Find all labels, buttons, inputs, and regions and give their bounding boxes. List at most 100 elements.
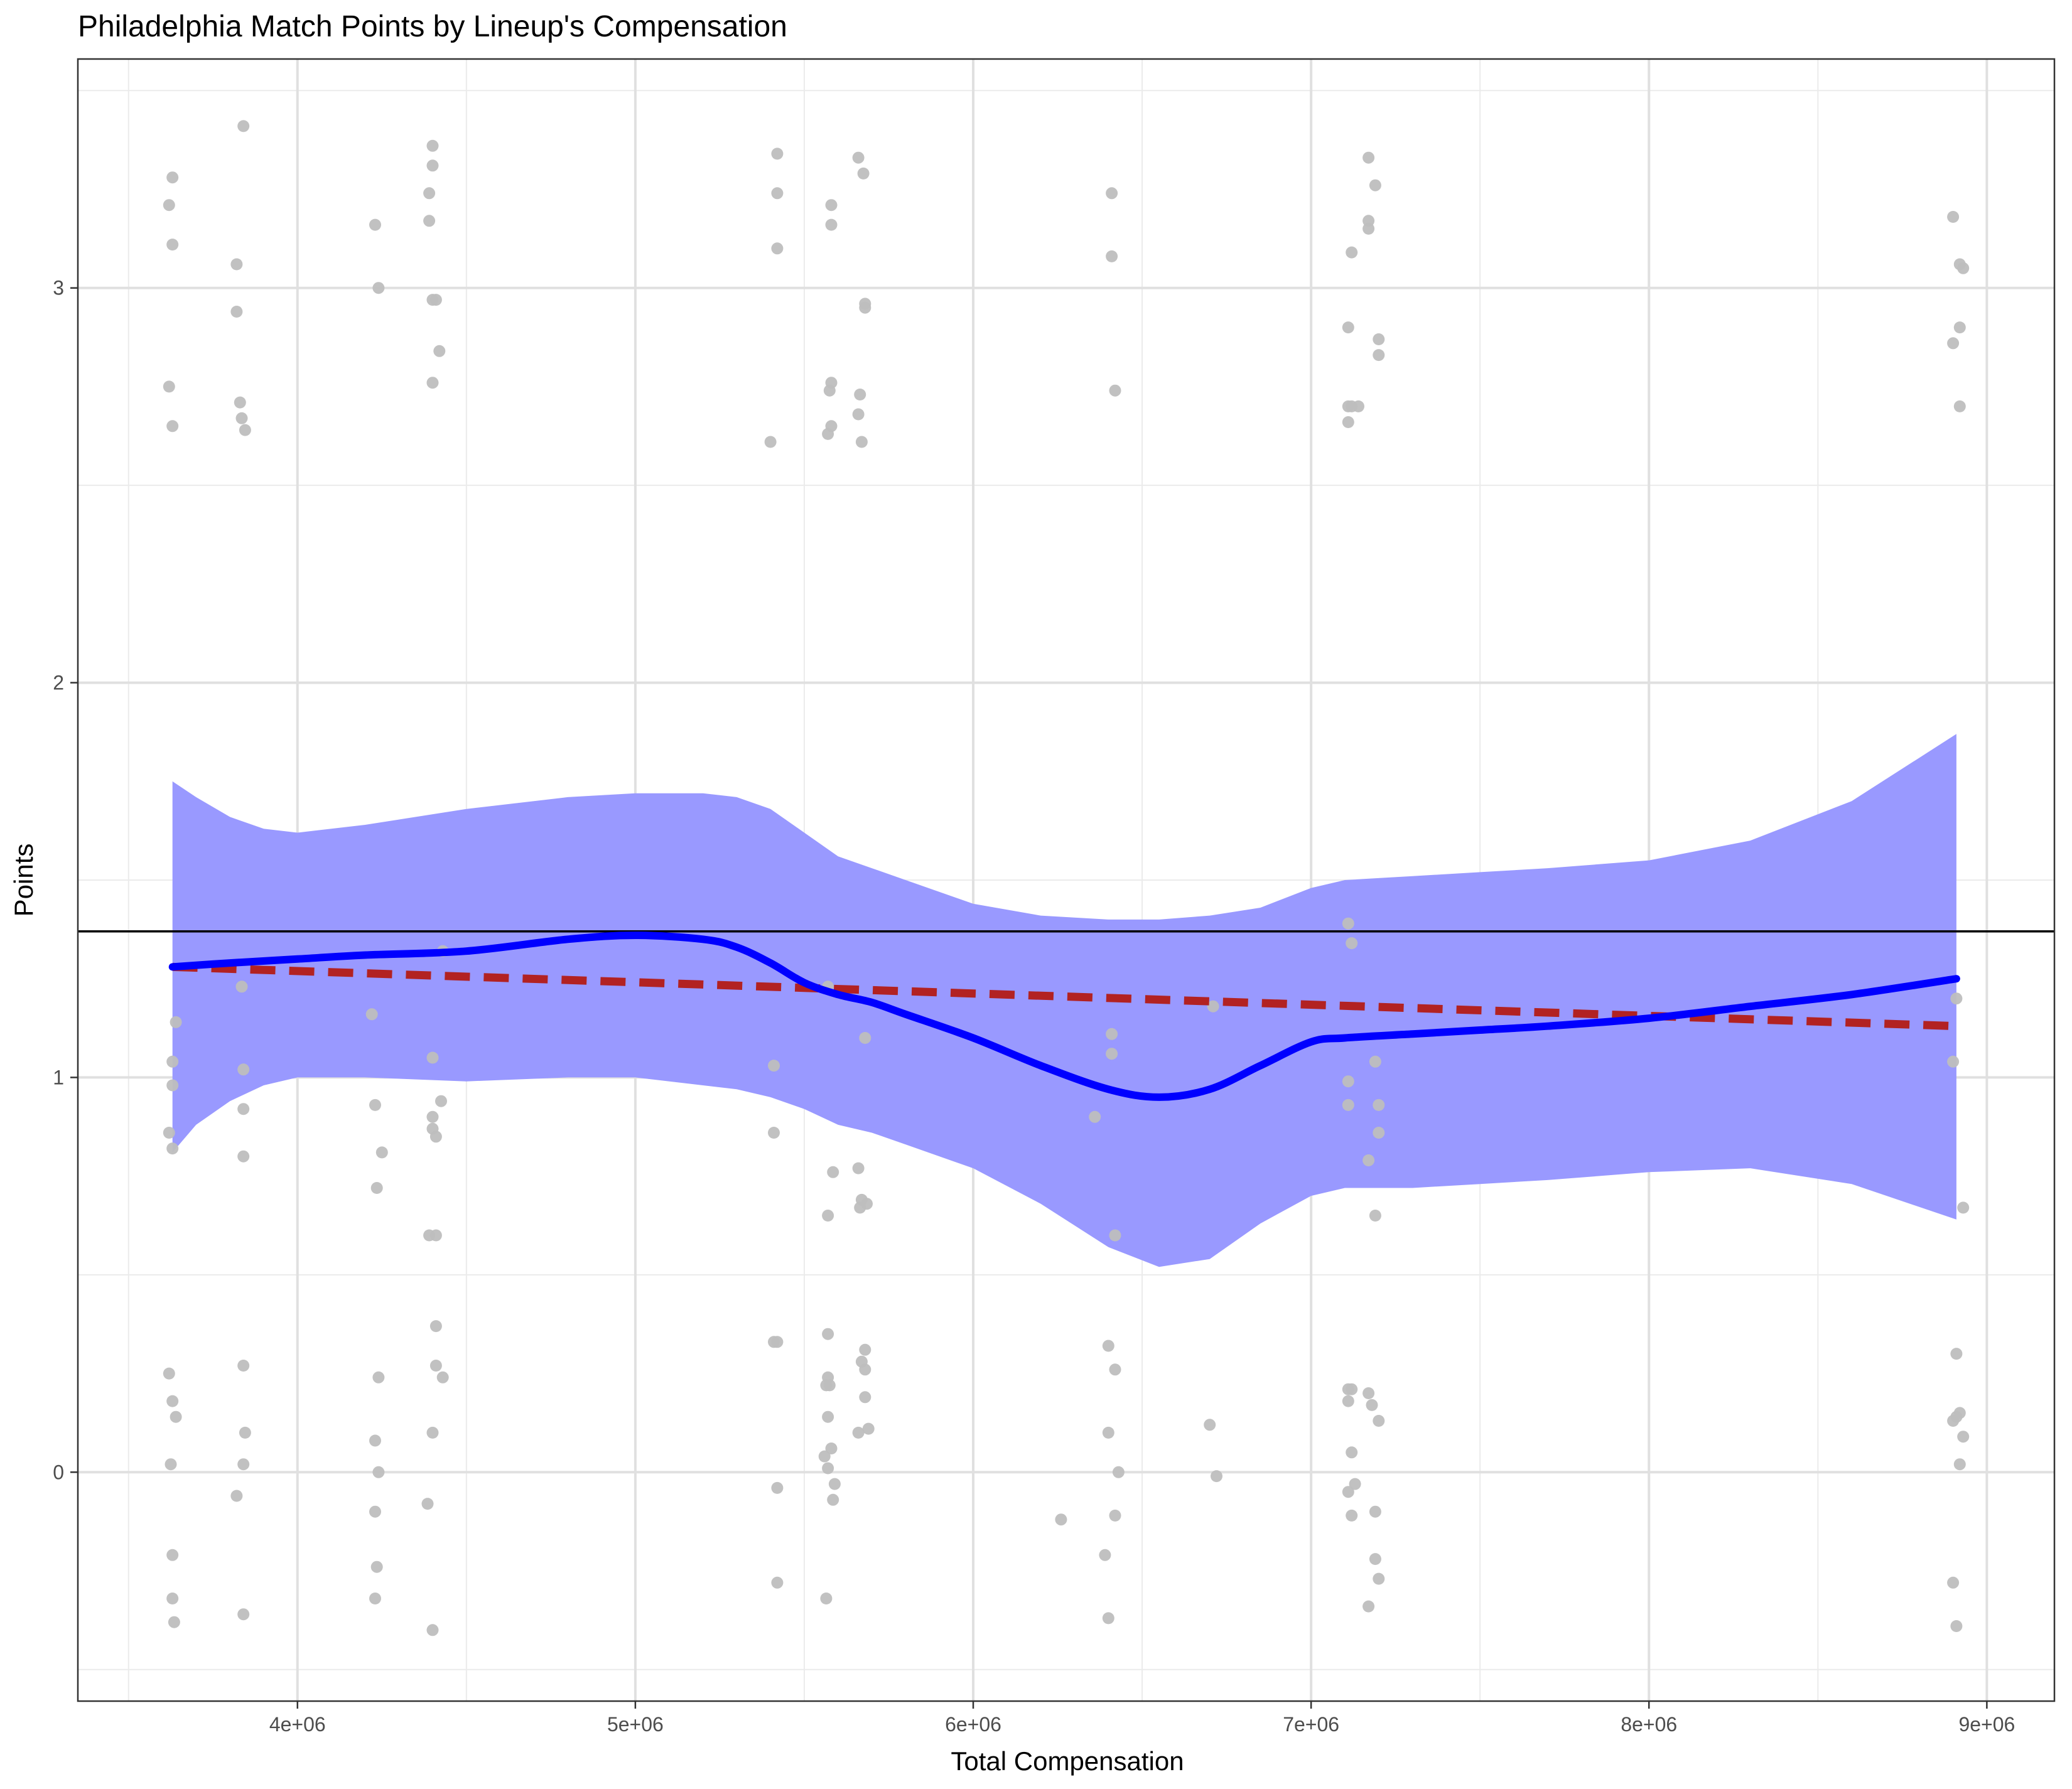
data-point [1362,1387,1375,1399]
data-point [1957,1201,1970,1214]
data-point [237,120,250,132]
data-point [822,427,834,440]
data-point [372,282,385,294]
data-point [1109,1229,1121,1242]
data-point [166,1055,179,1068]
data-point [1109,1509,1121,1522]
data-point [1369,1553,1381,1566]
data-point [239,1426,251,1439]
data-point [862,1422,875,1435]
data-point [823,1379,836,1392]
data-point [423,215,436,227]
data-point [433,345,446,357]
chart-title: Philadelphia Match Points by Lineup's Co… [78,10,787,43]
data-point [852,1162,865,1174]
data-point [1957,262,1970,274]
data-point [820,1593,833,1604]
data-point [1342,416,1354,428]
y-tick-label: 3 [53,277,64,299]
data-point [234,396,246,409]
data-point [166,239,179,251]
data-point [1055,1513,1067,1526]
data-point [230,306,243,318]
data-point [771,242,784,255]
data-point [1106,1028,1118,1040]
data-point [1346,937,1358,950]
data-point [859,1343,871,1356]
data-point [163,1367,175,1380]
data-point [426,139,439,152]
data-point [1089,1110,1101,1123]
data-point [372,1371,385,1383]
data-point [764,436,777,448]
data-point [1373,1415,1385,1427]
data-point [372,1466,385,1478]
data-point [859,1363,871,1376]
data-point [163,1127,175,1139]
data-point [822,1410,834,1423]
data-point [768,1127,780,1139]
data-point [168,1616,180,1628]
data-point [235,412,248,424]
data-point [1112,1466,1125,1478]
data-point [1953,400,1966,412]
data-point [435,1095,447,1107]
data-point [1106,250,1118,262]
axes: 4e+06 5e+06 6e+06 7e+06 8e+06 9e+06 0 1 2 3 [53,277,2015,1736]
confidence-band-layer [172,734,1956,1267]
data-point [1106,187,1118,200]
data-point [166,1079,179,1092]
data-point [852,1426,865,1439]
data-point [429,1320,442,1333]
data-point [1342,1075,1354,1088]
data-point [1346,1509,1358,1522]
data-point [166,1395,179,1407]
data-point [859,1391,871,1404]
data-point [1373,349,1385,362]
data-point [1207,1000,1219,1013]
data-point [237,1608,250,1621]
data-point [1373,333,1385,345]
data-point [426,1110,439,1123]
data-point [369,1505,381,1518]
data-point [1342,1486,1354,1498]
data-point [827,1166,839,1178]
data-point [436,1371,449,1383]
data-point [1349,1478,1361,1490]
data-point [426,1051,439,1064]
data-point [771,148,784,160]
data-point [1102,1612,1114,1625]
data-point [825,1442,838,1454]
data-point [1106,1048,1118,1060]
data-point [1211,1470,1222,1483]
data-point [771,1336,784,1348]
data-point [370,1182,383,1194]
data-point [1947,1415,1960,1427]
data-point [170,1410,182,1423]
data-point [237,1150,250,1163]
data-point [166,1593,179,1604]
data-point [426,1426,439,1439]
x-axis-title: Total Compensation [951,1746,1184,1776]
data-point [771,1481,784,1494]
data-point [1947,1055,1960,1068]
data-point [1342,1099,1354,1111]
data-point [822,1328,834,1340]
data-point [375,1146,388,1159]
data-point [859,301,871,314]
x-tick-label: 7e+06 [1283,1713,1339,1736]
x-tick-label: 5e+06 [607,1713,664,1736]
data-point [1102,1426,1114,1439]
data-point [163,199,175,212]
data-point [855,436,868,448]
data-point [429,1360,442,1372]
data-point [852,151,865,164]
data-point [1342,1395,1354,1407]
data-point [822,1210,834,1222]
data-point [429,294,442,306]
data-point [1950,992,1963,1005]
data-point [237,1458,250,1471]
data-point [1957,1431,1970,1443]
data-point [1346,246,1358,259]
data-point [166,420,179,432]
